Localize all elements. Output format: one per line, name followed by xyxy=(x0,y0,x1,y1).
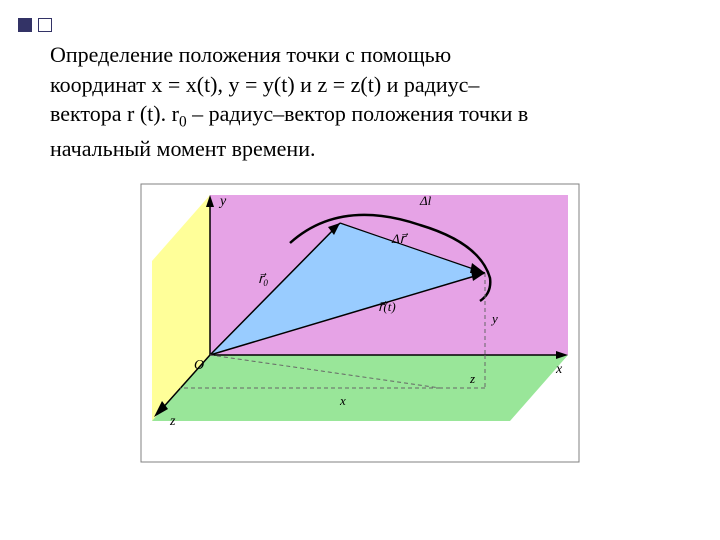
bullet-empty xyxy=(38,18,52,32)
description-text: Определение положения точки с помощью ко… xyxy=(50,40,670,163)
bullet-filled xyxy=(18,18,32,32)
text-sub: 0 xyxy=(179,114,187,131)
diagram-container: y x z O Δl Δr⃗ r⃗0 r⃗(t) y x z xyxy=(50,183,670,463)
text-line4: начальный момент времени. xyxy=(50,136,315,161)
text-line3a: вектора r (t). r xyxy=(50,101,179,126)
slide-bullets xyxy=(18,18,54,37)
dl-label: Δl xyxy=(419,193,432,208)
text-line2: координат x = x(t), y = y(t) и z = z(t) … xyxy=(50,72,479,97)
y-axis-label: y xyxy=(218,194,227,209)
z-axis-label: z xyxy=(169,414,176,429)
z-proj-label: z xyxy=(469,371,475,386)
y-proj-label: y xyxy=(490,311,498,326)
text-line3b: – радиус–вектор положения точки в xyxy=(187,101,529,126)
text-line1: Определение положения точки с помощью xyxy=(50,42,451,67)
x-axis-label: x xyxy=(555,362,563,377)
coordinate-diagram: y x z O Δl Δr⃗ r⃗0 r⃗(t) y x z xyxy=(140,183,580,463)
x-proj-label: x xyxy=(339,393,346,408)
origin-label: O xyxy=(194,358,204,373)
rt-label: r⃗(t) xyxy=(378,299,396,314)
